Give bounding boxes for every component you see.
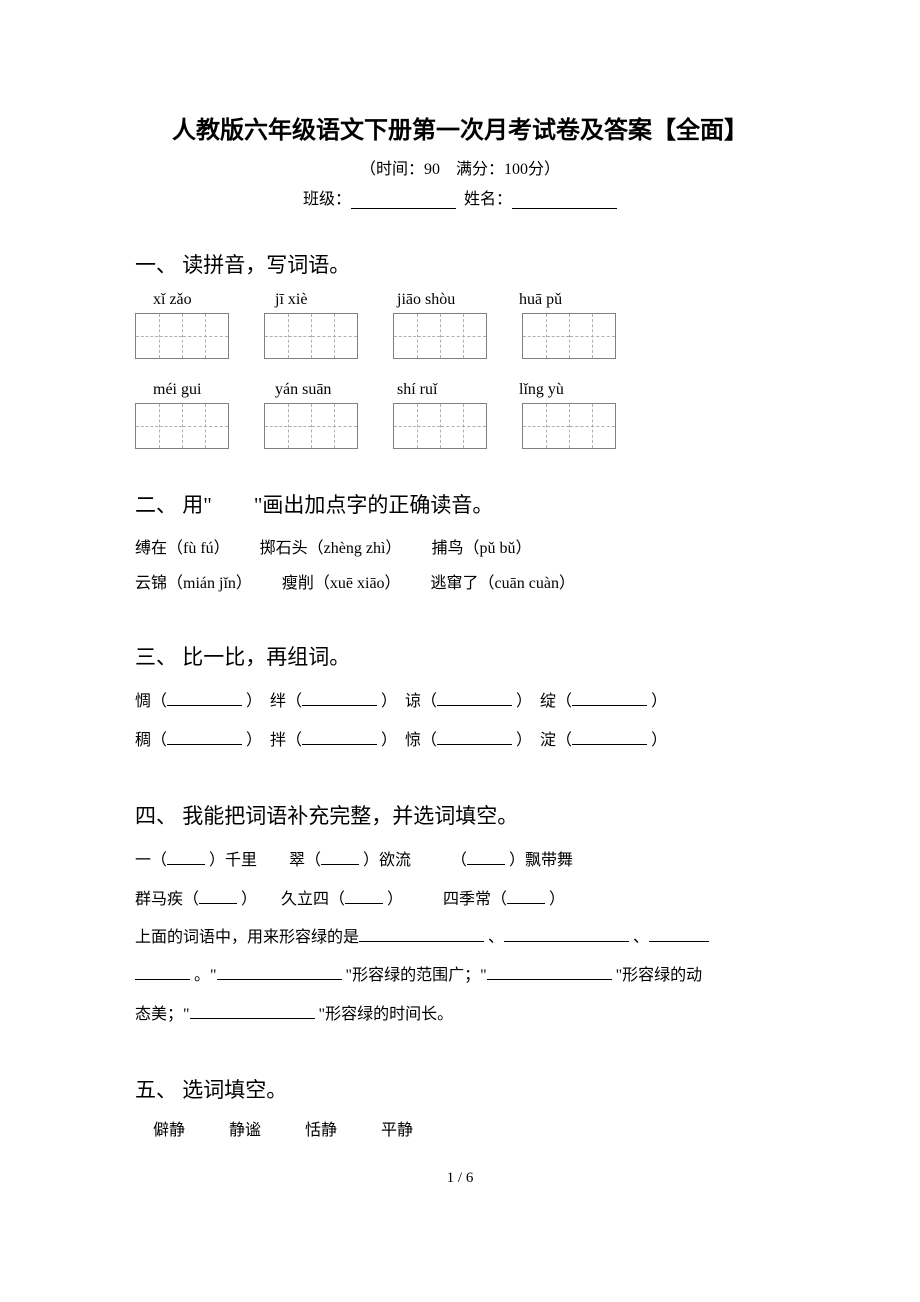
q2-line-2: 云锦（mián jǐn） 瘦削（xuē xiāo） 逃窜了（cuān cuàn） <box>135 566 785 601</box>
answer-blank[interactable] <box>302 729 377 745</box>
q4-text: 上面的词语中，用来形容绿的是 <box>135 929 359 946</box>
q4-text: ）千里 翠（ <box>209 852 321 869</box>
q4-text: 、 <box>633 929 649 946</box>
q2-item: 捕鸟（pǔ bǔ） <box>431 531 531 566</box>
answer-blank[interactable] <box>321 849 359 865</box>
pinyin-item: huā pǔ <box>519 291 599 309</box>
pinyin-item: lǐng yù <box>519 381 599 399</box>
q3-text: ） 绽（ <box>516 693 572 710</box>
pinyin-item: jiāo shòu <box>397 291 477 309</box>
char-box[interactable] <box>135 403 229 449</box>
char-box-row <box>135 313 785 359</box>
section-4-heading: 四、 我能把词语补充完整，并选词填空。 <box>135 800 785 830</box>
answer-blank[interactable] <box>167 849 205 865</box>
answer-blank[interactable] <box>572 729 647 745</box>
char-box-row <box>135 403 785 449</box>
q4-text: 。" <box>194 967 217 984</box>
q4-text: "形容绿的范围广；" <box>346 967 487 984</box>
q2-item: 瘦削（xuē xiāo） <box>282 566 401 601</box>
q4-line-5: 态美；" "形容绿的时间长。 <box>135 996 785 1034</box>
q4-text: 一（ <box>135 852 167 869</box>
answer-blank[interactable] <box>504 926 629 942</box>
answer-blank[interactable] <box>167 729 242 745</box>
class-name-line: 班级： 姓名： <box>135 185 785 209</box>
section-3-heading: 三、 比一比，再组词。 <box>135 641 785 671</box>
section-2-heading: 二、 用" "画出加点字的正确读音。 <box>135 489 785 519</box>
pinyin-item: xǐ zǎo <box>153 291 233 309</box>
q4-text: ） 久立四（ <box>241 891 345 908</box>
q4-text: ）欲流 （ <box>363 852 467 869</box>
q3-text: ） <box>651 693 667 710</box>
q4-text: 态美；" <box>135 1006 190 1023</box>
char-box[interactable] <box>264 313 358 359</box>
time-score-line: （时间：90 满分：100分） <box>135 155 785 179</box>
answer-blank[interactable] <box>199 888 237 904</box>
answer-blank[interactable] <box>437 690 512 706</box>
answer-blank[interactable] <box>217 964 342 980</box>
answer-blank[interactable] <box>190 1003 315 1019</box>
pinyin-row-2: méi gui yán suān shí ruǐ lǐng yù <box>153 381 785 399</box>
q4-text: 群马疾（ <box>135 891 199 908</box>
q4-line-3: 上面的词语中，用来形容绿的是 、 、 <box>135 919 785 957</box>
answer-blank[interactable] <box>302 690 377 706</box>
answer-blank[interactable] <box>507 888 545 904</box>
q2-item: 缚在（fù fú） <box>135 531 230 566</box>
q3-text: ） <box>651 732 667 749</box>
q3-text: 惆（ <box>135 693 167 710</box>
document-title: 人教版六年级语文下册第一次月考试卷及答案【全面】 <box>135 110 785 145</box>
q4-text: "形容绿的时间长。 <box>319 1006 454 1023</box>
answer-blank[interactable] <box>487 964 612 980</box>
answer-blank[interactable] <box>467 849 505 865</box>
q4-text: 、 <box>488 929 504 946</box>
q3-text: ） 谅（ <box>381 693 437 710</box>
q3-line-2: 稠（ ） 拌（ ） 惊（ ） 淀（ ） <box>135 722 785 760</box>
q3-text: ） 绊（ <box>246 693 302 710</box>
answer-blank[interactable] <box>167 690 242 706</box>
section-1-heading: 一、 读拼音，写词语。 <box>135 249 785 279</box>
answer-blank[interactable] <box>135 964 190 980</box>
q3-text: ） 拌（ <box>246 732 302 749</box>
q2-line-1: 缚在（fù fú） 掷石头（zhèng zhì） 捕鸟（pǔ bǔ） <box>135 531 785 566</box>
q3-text: 稠（ <box>135 732 167 749</box>
q2-item: 掷石头（zhèng zhì） <box>260 531 402 566</box>
q3-text: ） 淀（ <box>516 732 572 749</box>
char-box[interactable] <box>522 403 616 449</box>
char-box[interactable] <box>522 313 616 359</box>
answer-blank[interactable] <box>572 690 647 706</box>
pinyin-item: shí ruǐ <box>397 381 477 399</box>
char-box[interactable] <box>264 403 358 449</box>
char-box[interactable] <box>393 313 487 359</box>
q4-text: "形容绿的动 <box>616 967 703 984</box>
q4-line-2: 群马疾（ ） 久立四（ ） 四季常（ ） <box>135 881 785 919</box>
q4-line-1: 一（ ）千里 翠（ ）欲流 （ ）飘带舞 <box>135 842 785 880</box>
class-label: 班级： <box>303 191 351 208</box>
section-5-heading: 五、 选词填空。 <box>135 1074 785 1104</box>
answer-blank[interactable] <box>345 888 383 904</box>
pinyin-row-1: xǐ zǎo jī xiè jiāo shòu huā pǔ <box>153 291 785 309</box>
word-bank: 僻静 静谧 恬静 平静 <box>153 1116 785 1140</box>
pinyin-item: jī xiè <box>275 291 355 309</box>
answer-blank[interactable] <box>649 926 709 942</box>
class-blank[interactable] <box>351 191 456 209</box>
answer-blank[interactable] <box>359 926 484 942</box>
page-number: 1 / 6 <box>135 1170 785 1187</box>
q2-item: 逃窜了（cuān cuàn） <box>431 566 575 601</box>
q3-line-1: 惆（ ） 绊（ ） 谅（ ） 绽（ ） <box>135 683 785 721</box>
name-blank[interactable] <box>512 191 617 209</box>
q3-text: ） 惊（ <box>381 732 437 749</box>
char-box[interactable] <box>393 403 487 449</box>
q4-line-4: 。" "形容绿的范围广；" "形容绿的动 <box>135 957 785 995</box>
answer-blank[interactable] <box>437 729 512 745</box>
q4-text: ） 四季常（ <box>387 891 507 908</box>
name-label: 姓名： <box>464 191 512 208</box>
pinyin-item: méi gui <box>153 381 233 399</box>
pinyin-item: yán suān <box>275 381 355 399</box>
q2-item: 云锦（mián jǐn） <box>135 566 252 601</box>
q4-text: ） <box>549 891 565 908</box>
char-box[interactable] <box>135 313 229 359</box>
q4-text: ）飘带舞 <box>509 852 573 869</box>
